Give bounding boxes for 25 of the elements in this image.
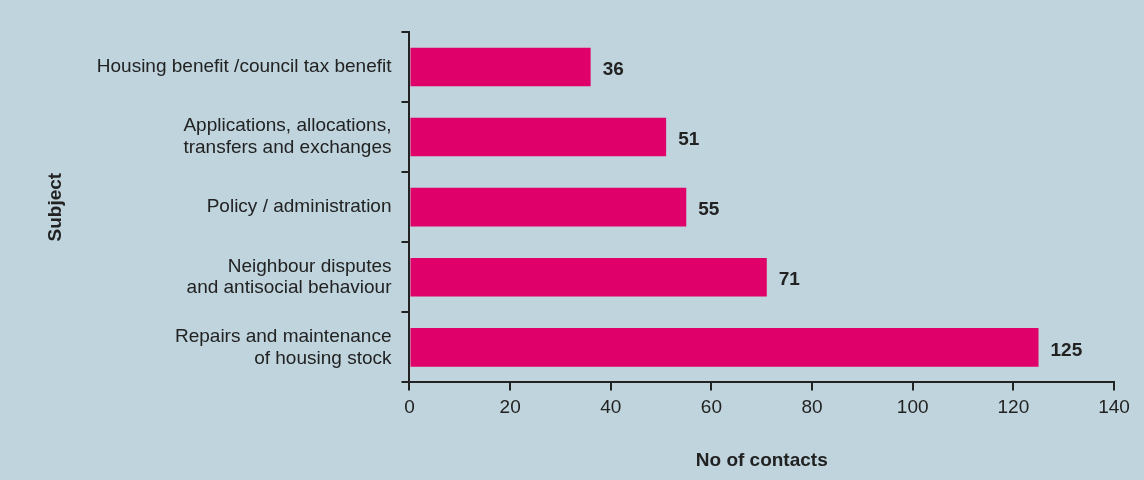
bar bbox=[410, 187, 687, 227]
data-label: 55 bbox=[698, 198, 720, 220]
bar bbox=[410, 47, 591, 87]
bar bbox=[410, 257, 767, 297]
data-label: 125 bbox=[1050, 338, 1083, 360]
x-tick-label: 100 bbox=[896, 396, 929, 418]
x-tick-label: 120 bbox=[997, 396, 1030, 418]
x-tick-label: 80 bbox=[801, 396, 823, 418]
data-label: 51 bbox=[678, 128, 700, 150]
data-label: 71 bbox=[778, 268, 801, 290]
x-tick-label: 0 bbox=[404, 396, 415, 418]
x-axis-title: No of contacts bbox=[695, 448, 828, 470]
y-tick-label: Applications, allocations, transfers and exchanges bbox=[183, 114, 392, 158]
y-tick-label: Neighbour disputes and antisocial behaviour bbox=[186, 254, 393, 298]
data-label: 36 bbox=[602, 58, 624, 80]
y-tick-label: Policy / administration bbox=[206, 195, 392, 217]
y-tick-label: Housing benefit /council tax benefit bbox=[96, 55, 393, 77]
x-tick-label: 40 bbox=[600, 396, 622, 418]
x-tick-label: 140 bbox=[1098, 396, 1130, 418]
x-tick-label: 20 bbox=[499, 396, 521, 418]
y-tick-label: Repairs and maintenance of housing stock bbox=[174, 324, 392, 368]
x-tick-label: 60 bbox=[700, 396, 722, 418]
y-axis-title: Subject bbox=[43, 172, 65, 242]
bar bbox=[410, 117, 667, 157]
bar bbox=[410, 328, 1039, 367]
